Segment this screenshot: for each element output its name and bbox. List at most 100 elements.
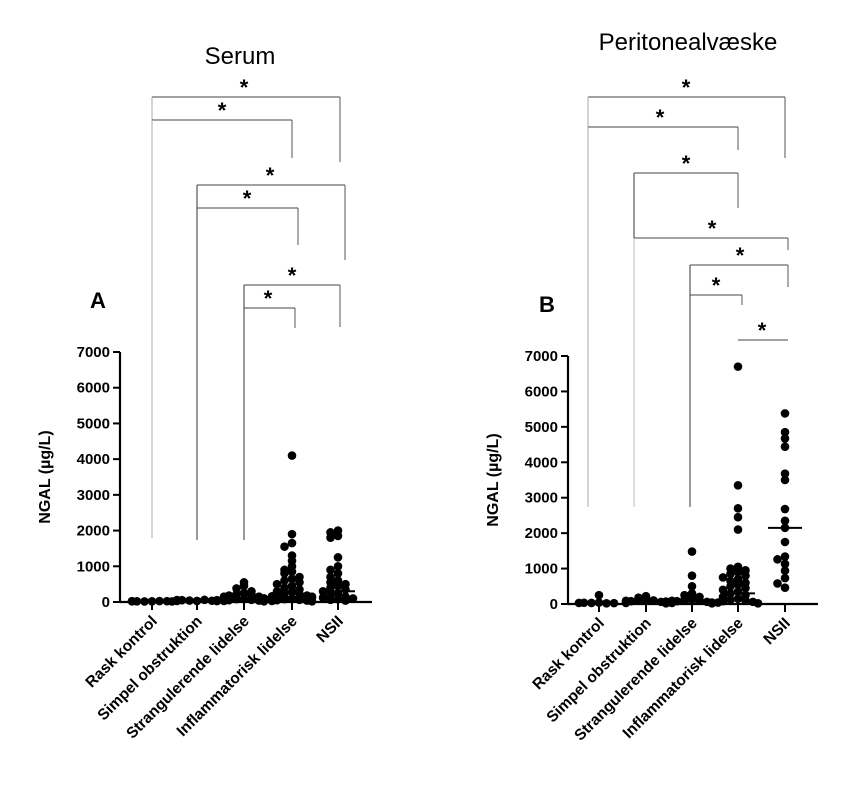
significance-bracket: * <box>689 243 789 507</box>
significance-star: * <box>758 318 767 343</box>
data-point <box>687 547 697 556</box>
significance-star: * <box>682 151 691 176</box>
data-point <box>280 542 289 551</box>
series-4 <box>768 409 802 593</box>
data-point <box>780 469 790 478</box>
data-point <box>287 587 297 597</box>
data-point <box>341 596 350 605</box>
significance-bracket: * <box>196 186 299 540</box>
data-point <box>295 578 304 587</box>
data-point <box>326 565 335 575</box>
data-point <box>200 595 209 605</box>
significance-bracket: * <box>587 105 739 507</box>
data-point <box>333 561 343 571</box>
data-point <box>687 581 697 591</box>
chart-title: Serum <box>205 43 276 70</box>
data-point <box>687 571 697 580</box>
y-axis-label: NGAL (µg/L) <box>485 433 502 526</box>
data-point <box>733 580 743 589</box>
y-tick-label: 2000 <box>77 523 110 540</box>
data-point <box>594 590 604 600</box>
data-point <box>780 409 790 418</box>
data-point <box>741 596 750 605</box>
y-tick-label: 5000 <box>525 419 558 436</box>
significance-star: * <box>243 186 252 211</box>
data-point <box>780 442 790 451</box>
data-point <box>333 581 343 591</box>
data-point <box>348 594 358 603</box>
y-tick-label: 1000 <box>525 561 558 578</box>
significance-star: * <box>266 163 275 188</box>
significance-bracket: * <box>151 75 341 480</box>
significance-star: * <box>708 216 717 241</box>
data-point <box>326 595 335 605</box>
data-point <box>280 588 289 598</box>
data-point <box>267 596 277 606</box>
data-point <box>780 434 790 443</box>
y-tick-label: 0 <box>102 594 110 611</box>
y-tick-label: 3000 <box>525 490 558 507</box>
data-point <box>307 596 317 606</box>
panel-b: Peritonealvæske B * * * * * * * 0 1000 2000 3000 4000… <box>485 29 818 744</box>
series-2 <box>219 578 269 606</box>
y-tick-label: 0 <box>550 596 558 613</box>
data-point <box>318 593 328 603</box>
significance-bracket: * <box>587 75 786 507</box>
significance-bracket: * <box>243 286 296 540</box>
y-tick-label: 6000 <box>525 383 558 400</box>
data-point <box>713 598 723 607</box>
data-point <box>726 581 735 591</box>
data-point <box>726 595 735 605</box>
series-1 <box>621 591 671 608</box>
data-point <box>733 504 743 513</box>
significance-star: * <box>264 286 273 311</box>
significance-bracket: * <box>151 98 293 538</box>
significance-star: * <box>712 273 721 298</box>
data-point <box>287 538 297 548</box>
data-point <box>219 595 229 604</box>
significance-bracket: * <box>196 163 346 480</box>
data-point <box>780 516 790 526</box>
panel-label: A <box>90 288 106 313</box>
data-point <box>333 594 343 604</box>
significance-star: * <box>288 263 297 288</box>
data-point <box>326 533 335 543</box>
data-point <box>718 573 728 582</box>
data-point <box>667 596 677 606</box>
data-point <box>780 552 790 561</box>
y-tick-label: 1000 <box>77 558 110 575</box>
data-point <box>280 569 289 578</box>
significance-bracket: * <box>738 318 788 343</box>
data-point <box>773 555 782 564</box>
data-point <box>780 427 790 437</box>
panel-label: B <box>539 292 555 317</box>
significance-bracket: * <box>633 151 739 507</box>
y-tick-label: 4000 <box>77 451 110 468</box>
significance-bracket: * <box>633 216 789 507</box>
data-point <box>259 594 269 603</box>
series-3 <box>267 451 317 606</box>
data-point <box>695 596 704 605</box>
data-point <box>239 581 249 591</box>
data-point <box>326 583 335 593</box>
data-point <box>780 566 790 575</box>
data-point <box>733 525 743 534</box>
data-point <box>733 362 743 371</box>
data-point <box>621 596 631 606</box>
data-point <box>780 537 790 547</box>
significance-bracket: * <box>243 263 341 540</box>
significance-star: * <box>736 243 745 268</box>
x-tick-label: NSII <box>313 613 346 646</box>
x-tick-label: NSII <box>760 615 793 648</box>
data-point <box>741 583 750 593</box>
data-point <box>741 571 750 580</box>
y-tick-label: 3000 <box>77 487 110 504</box>
data-point <box>239 594 249 604</box>
data-point <box>780 504 790 514</box>
y-tick-label: 7000 <box>77 344 110 361</box>
data-point <box>733 512 743 522</box>
data-point <box>287 574 297 584</box>
data-point <box>333 569 343 578</box>
significance-star: * <box>682 75 691 100</box>
